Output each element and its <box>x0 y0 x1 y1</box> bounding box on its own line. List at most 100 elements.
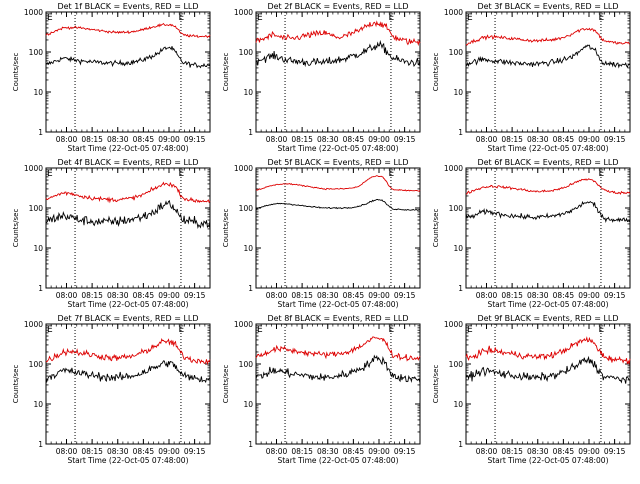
y-axis-label: Counts/sec <box>222 53 230 92</box>
chart-panel-9: Det 9f BLACK = Events, RED = LLD 1 10 100 10… <box>432 314 631 465</box>
chart-title: Det 4f BLACK = Events, RED = LLD <box>57 158 198 167</box>
y-tick-label: 10 <box>33 88 43 97</box>
x-axis-label: Start Time (22-Oct-05 07:48:00) <box>487 300 608 309</box>
y-tick-label: 100 <box>29 204 44 213</box>
event-marker: E <box>389 169 395 179</box>
x-tick-label: 08:00 <box>266 291 288 300</box>
y-tick-label: 100 <box>29 360 44 369</box>
series-line-events <box>465 44 630 69</box>
event-marker: E <box>47 13 53 23</box>
x-tick-label: 08:45 <box>553 447 575 456</box>
chart-title: Det 6f BLACK = Events, RED = LLD <box>477 158 618 167</box>
chart-panel-8: Det 8f BLACK = Events, RED = LLD 1 10 100 10… <box>222 314 421 465</box>
series-line-lld <box>465 336 631 366</box>
event-marker: E <box>599 169 605 179</box>
chart-panel-3: Det 3f BLACK = Events, RED = LLD 1 10 100 10… <box>432 2 631 153</box>
y-tick-label: 100 <box>29 48 44 57</box>
event-marker: E <box>47 325 53 335</box>
series-line-events <box>255 199 421 211</box>
x-tick-label: 09:00 <box>578 291 600 300</box>
y-tick-label: 100 <box>449 360 464 369</box>
y-tick-label: 1000 <box>444 164 463 173</box>
x-tick-label: 09:00 <box>368 291 390 300</box>
chart-title: Det 2f BLACK = Events, RED = LLD <box>267 2 408 11</box>
event-marker: E <box>257 325 263 335</box>
y-tick-label: 1 <box>38 440 43 449</box>
plot-frame <box>255 323 421 445</box>
x-tick-label: 09:00 <box>158 291 180 300</box>
x-tick-label: 08:30 <box>107 135 129 144</box>
x-tick-label: 09:15 <box>604 291 626 300</box>
y-tick-label: 1 <box>38 284 43 293</box>
y-tick-label: 1 <box>248 284 253 293</box>
x-tick-label: 08:45 <box>133 135 155 144</box>
y-tick-label: 10 <box>243 88 253 97</box>
y-tick-label: 1000 <box>24 164 43 173</box>
y-tick-label: 1 <box>248 440 253 449</box>
chart-panel-1: Det 1f BLACK = Events, RED = LLD 1 10 100 10… <box>12 2 211 153</box>
event-marker: E <box>179 325 185 335</box>
x-tick-label: 09:00 <box>368 447 390 456</box>
series-line-events <box>45 46 211 69</box>
x-tick-label: 08:15 <box>81 291 103 300</box>
x-tick-label: 09:15 <box>604 135 626 144</box>
x-tick-label: 08:00 <box>476 291 498 300</box>
chart-panel-4: Det 4f BLACK = Events, RED = LLD 1 10 100 10… <box>12 158 211 309</box>
event-marker: E <box>599 325 605 335</box>
event-marker: E <box>179 13 185 23</box>
x-tick-label: 08:45 <box>343 135 365 144</box>
y-tick-label: 1000 <box>24 320 43 329</box>
y-axis-label: Counts/sec <box>12 365 20 404</box>
x-tick-label: 08:30 <box>317 447 339 456</box>
y-axis-label: Counts/sec <box>432 209 440 248</box>
y-axis-label: Counts/sec <box>432 53 440 92</box>
series-line-events <box>45 360 211 384</box>
y-tick-label: 1 <box>458 284 463 293</box>
event-marker: E <box>389 325 395 335</box>
x-tick-label: 09:15 <box>394 291 416 300</box>
chart-panel-2: Det 2f BLACK = Events, RED = LLD 1 10 100 10… <box>222 2 421 153</box>
chart-panel-5: Det 5f BLACK = Events, RED = LLD 1 10 100 10… <box>222 158 421 309</box>
y-axis-label: Counts/sec <box>222 209 230 248</box>
chart-title: Det 8f BLACK = Events, RED = LLD <box>267 314 408 323</box>
series-line-lld <box>465 178 631 195</box>
x-axis-label: Start Time (22-Oct-05 07:48:00) <box>67 456 188 465</box>
event-marker: E <box>467 325 473 335</box>
x-tick-label: 08:15 <box>81 135 103 144</box>
x-tick-label: 08:15 <box>81 447 103 456</box>
x-tick-label: 09:00 <box>368 135 390 144</box>
chart-title: Det 5f BLACK = Events, RED = LLD <box>267 158 408 167</box>
x-tick-label: 08:00 <box>266 135 288 144</box>
series-line-lld <box>255 20 421 47</box>
x-tick-label: 09:00 <box>158 447 180 456</box>
y-tick-label: 1000 <box>234 320 253 329</box>
plot-frame <box>255 167 421 289</box>
x-tick-label: 09:15 <box>184 135 206 144</box>
x-tick-label: 09:00 <box>578 135 600 144</box>
event-marker: E <box>47 169 53 179</box>
x-tick-label: 09:00 <box>578 447 600 456</box>
y-axis-label: Counts/sec <box>432 365 440 404</box>
series-line-lld <box>465 27 631 46</box>
y-tick-label: 1 <box>458 128 463 137</box>
chart-title: Det 9f BLACK = Events, RED = LLD <box>477 314 618 323</box>
y-tick-label: 10 <box>243 400 253 409</box>
event-marker: E <box>599 13 605 23</box>
x-axis-label: Start Time (22-Oct-05 07:48:00) <box>277 144 398 153</box>
x-tick-label: 09:15 <box>604 447 626 456</box>
plot-frame <box>45 323 211 445</box>
series-line-events <box>465 355 631 384</box>
x-tick-label: 09:15 <box>394 135 416 144</box>
series-line-lld <box>45 22 211 39</box>
series-line-events <box>255 354 421 384</box>
y-tick-label: 100 <box>239 48 254 57</box>
x-tick-label: 08:00 <box>56 447 78 456</box>
x-tick-label: 09:15 <box>394 447 416 456</box>
y-tick-label: 10 <box>243 244 253 253</box>
x-tick-label: 08:45 <box>133 291 155 300</box>
y-axis-label: Counts/sec <box>12 53 20 92</box>
x-axis-label: Start Time (22-Oct-05 07:48:00) <box>277 300 398 309</box>
x-tick-label: 08:00 <box>476 135 498 144</box>
